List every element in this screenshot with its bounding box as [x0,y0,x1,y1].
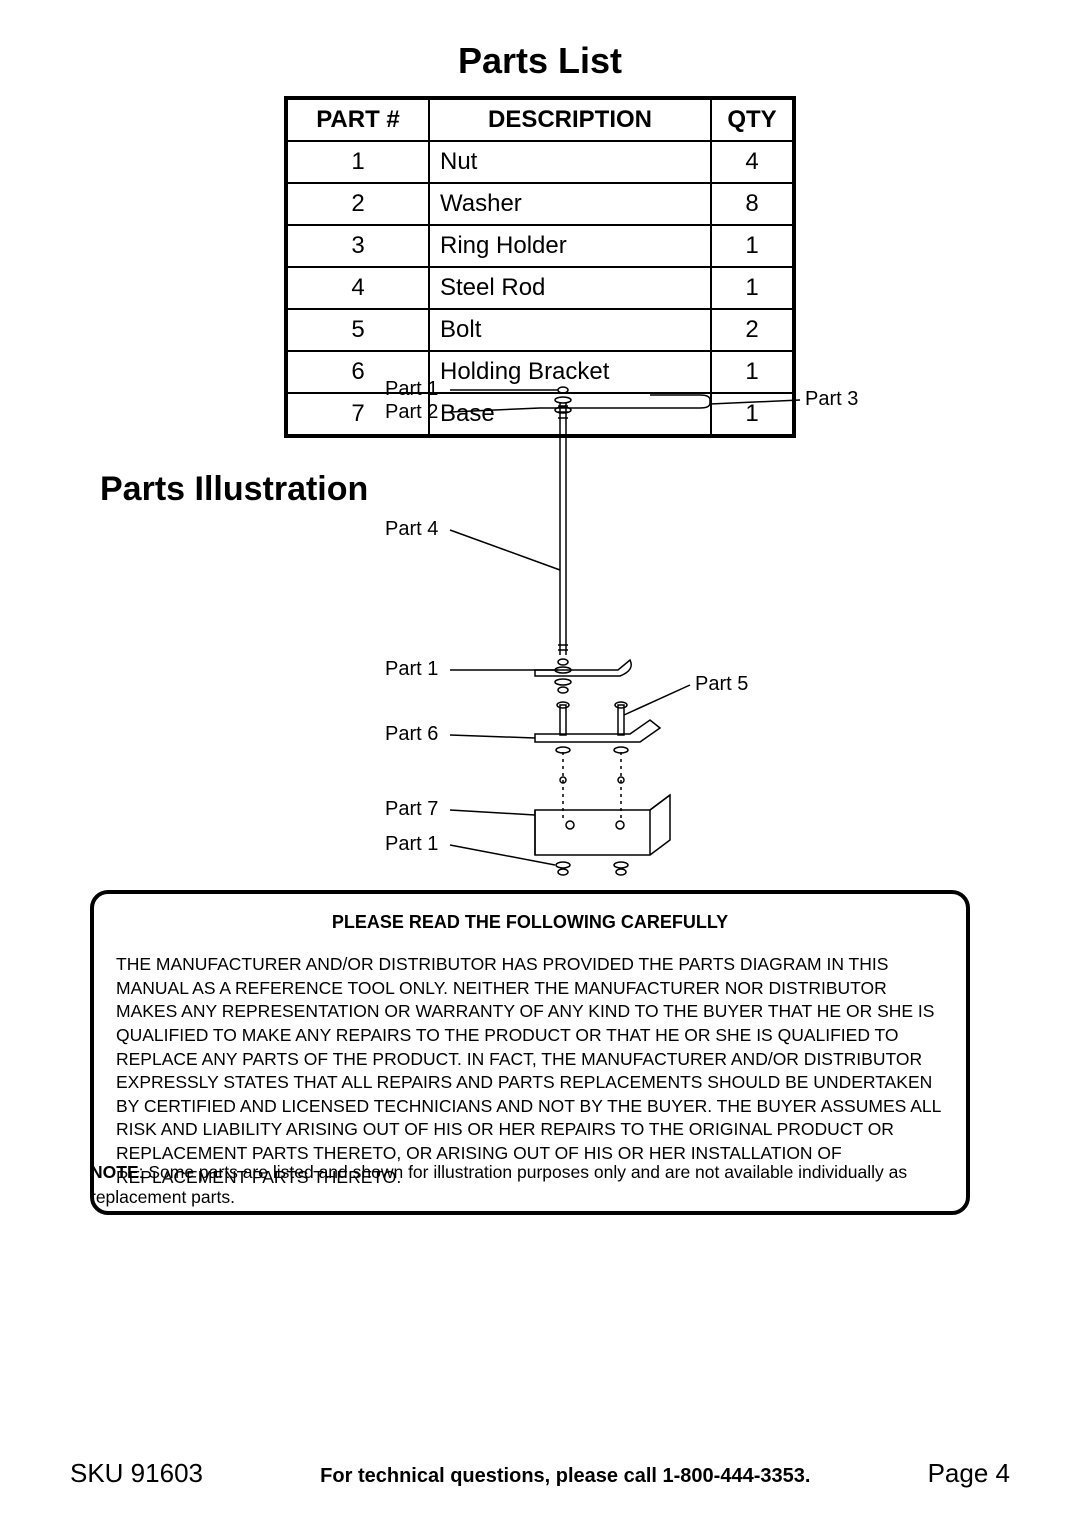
callout-part3: Part 3 [805,388,858,410]
cell-desc: Bolt [429,309,711,351]
warning-body: THE MANUFACTURER AND/OR DISTRIBUTOR HAS … [116,953,944,1189]
header-qty: QTY [711,98,794,141]
cell-desc: Steel Rod [429,267,711,309]
cell-desc: Washer [429,183,711,225]
cell-qty: 1 [711,267,794,309]
table-row: 2 Washer 8 [286,183,794,225]
footer: SKU 91603 For technical questions, pleas… [70,1458,1010,1489]
footer-page: Page 4 [928,1458,1010,1489]
footer-tech: For technical questions, please call 1-8… [320,1465,810,1488]
table-row: 3 Ring Holder 1 [286,225,794,267]
callout-part4: Part 4 [385,518,438,540]
page: Parts List PART # DESCRIPTION QTY 1 Nut … [0,0,1080,1529]
parts-illustration: Part 1 Part 2 Part 3 Part 4 Part 1 Part … [360,370,880,890]
cell-qty: 2 [711,309,794,351]
cell-desc: Nut [429,141,711,183]
callout-part1-mid: Part 1 [385,658,438,680]
callout-part7: Part 7 [385,798,438,820]
warning-heading: PLEASE READ THE FOLLOWING CAREFULLY [116,912,944,933]
callout-part1-bot: Part 1 [385,833,438,855]
table-row: 4 Steel Rod 1 [286,267,794,309]
callout-part5: Part 5 [695,673,748,695]
cell-part: 5 [286,309,429,351]
note: NOTE: Some parts are listed and shown fo… [90,1160,970,1209]
header-part: PART # [286,98,429,141]
note-text: : Some parts are listed and shown for il… [90,1162,907,1207]
cell-part: 3 [286,225,429,267]
header-desc: DESCRIPTION [429,98,711,141]
table-row: 5 Bolt 2 [286,309,794,351]
cell-desc: Ring Holder [429,225,711,267]
cell-qty: 4 [711,141,794,183]
note-label: NOTE [90,1162,139,1182]
callout-part6: Part 6 [385,723,438,745]
cell-qty: 1 [711,225,794,267]
table-header-row: PART # DESCRIPTION QTY [286,98,794,141]
callout-part1-top: Part 1 [385,378,438,400]
cell-qty: 8 [711,183,794,225]
cell-part: 4 [286,267,429,309]
footer-sku: SKU 91603 [70,1458,203,1489]
callout-part2: Part 2 [385,401,438,423]
cell-part: 2 [286,183,429,225]
illustration-title: Parts Illustration [100,470,368,509]
cell-part: 1 [286,141,429,183]
page-title: Parts List [70,40,1010,82]
table-row: 1 Nut 4 [286,141,794,183]
